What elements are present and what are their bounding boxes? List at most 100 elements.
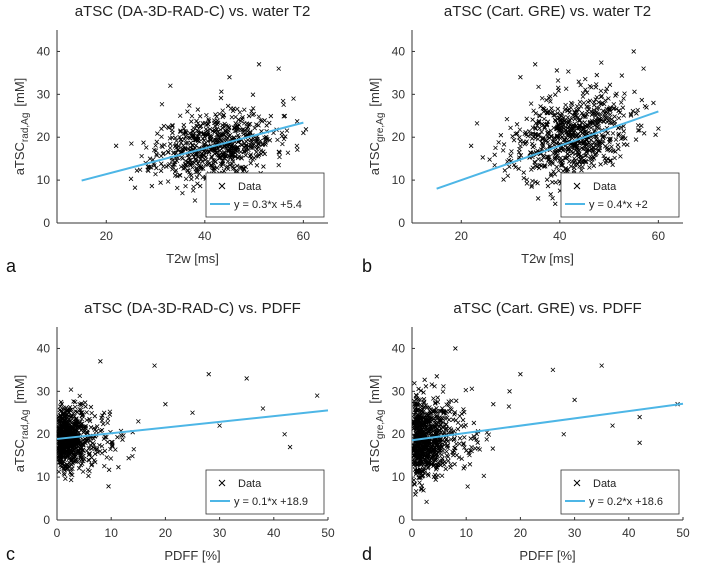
data-point [416, 397, 421, 403]
data-point [276, 162, 282, 168]
legend-fit-label: y = 0.4*x +2 [589, 199, 648, 211]
data-point [209, 134, 214, 139]
data-point [73, 409, 78, 414]
data-point [477, 447, 483, 452]
data-point [618, 100, 624, 105]
data-point [107, 409, 113, 415]
y-tick-label: 10 [392, 173, 406, 187]
data-point [560, 147, 566, 153]
y-axis-label-subscript: rad,Ag [20, 410, 31, 439]
data-point [425, 429, 431, 435]
data-point [592, 128, 598, 133]
data-point [152, 163, 157, 168]
data-point [94, 446, 99, 452]
data-point [545, 183, 551, 189]
data-point [136, 419, 141, 424]
data-point [441, 384, 446, 389]
data-point [185, 109, 190, 114]
data-point [612, 119, 617, 124]
data-point [240, 115, 245, 120]
data-point [420, 433, 426, 439]
data-point [200, 175, 206, 180]
data-point [593, 117, 599, 122]
data-point [584, 90, 590, 95]
x-tick-label: 20 [159, 526, 173, 540]
data-point [591, 102, 597, 108]
data-point [130, 453, 135, 459]
x-tick-label: 0 [54, 526, 61, 540]
data-point [99, 415, 104, 421]
data-point [262, 135, 267, 141]
data-point [621, 129, 626, 134]
data-point [243, 139, 249, 144]
data-point [531, 108, 536, 114]
data-point [516, 166, 522, 171]
data-point [57, 443, 63, 448]
data-point [147, 156, 153, 161]
data-point [248, 160, 254, 166]
data-point [72, 439, 77, 445]
data-point [188, 157, 193, 163]
data-point [432, 452, 438, 458]
data-point [565, 114, 571, 120]
data-point [197, 114, 203, 119]
x-tick-label: 10 [105, 526, 119, 540]
data-point [68, 470, 73, 475]
data-point [280, 98, 286, 104]
data-point [68, 387, 74, 392]
data-point [178, 128, 183, 133]
data-point [121, 433, 126, 438]
data-point [209, 164, 215, 169]
data-point [433, 400, 438, 405]
data-point [213, 112, 218, 117]
data-point [444, 449, 449, 454]
data-point [521, 175, 527, 181]
data-point [603, 158, 609, 164]
data-point [441, 408, 446, 414]
data-point [453, 398, 459, 404]
data-point [177, 134, 182, 140]
data-point [416, 452, 422, 458]
y-axis-label-subscript: gre,Ag [375, 113, 386, 142]
legend-box [205, 172, 325, 218]
data-point [545, 130, 550, 136]
data-point [246, 122, 252, 127]
data-point [76, 466, 82, 471]
data-point [73, 416, 79, 422]
y-tick-label: 30 [37, 384, 51, 398]
data-point [73, 459, 79, 464]
legend-data-marker [573, 182, 581, 190]
y-tick-label: 0 [43, 513, 50, 527]
x-tick-label: 40 [267, 526, 281, 540]
data-point [507, 389, 512, 394]
data-point [219, 89, 224, 94]
data-point [414, 426, 420, 431]
data-point [236, 117, 241, 122]
data-point [92, 427, 98, 432]
data-point [502, 168, 508, 173]
data-point [413, 409, 418, 415]
y-tick-label: 30 [392, 384, 406, 398]
data-point [82, 400, 88, 405]
data-point [568, 123, 573, 128]
data-point [194, 152, 199, 157]
x-axis-label: PDFF [%] [519, 548, 575, 563]
data-point [439, 452, 445, 457]
data-point [445, 445, 450, 451]
data-point [97, 448, 103, 454]
data-point [566, 159, 572, 164]
data-point [258, 118, 263, 123]
data-point [222, 156, 228, 161]
data-point [545, 154, 550, 159]
data-point [536, 120, 541, 125]
y-axis-label-unit: [mM] [367, 78, 382, 107]
data-point [598, 88, 604, 94]
data-point [168, 141, 173, 147]
data-point [577, 159, 582, 165]
data-point [190, 188, 196, 193]
data-point [190, 410, 195, 416]
data-point [635, 123, 641, 128]
data-point [637, 440, 642, 446]
data-point [603, 89, 608, 94]
y-tick-label: 0 [43, 216, 50, 230]
